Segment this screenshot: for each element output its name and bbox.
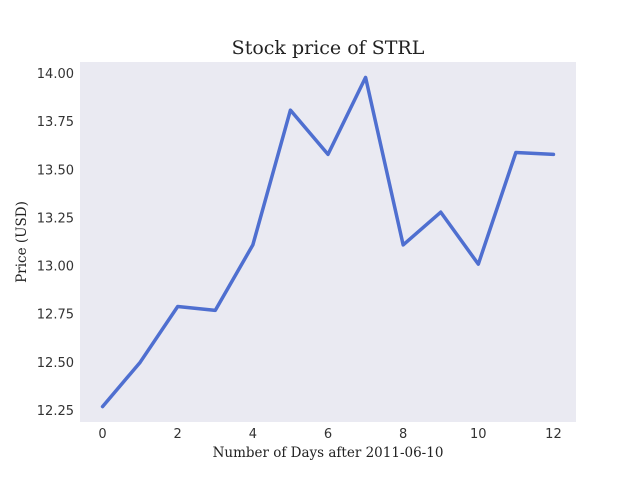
price-line xyxy=(100,75,556,409)
y-tick-label: 12.75 xyxy=(37,308,74,323)
x-tick-label: 2 xyxy=(174,427,182,442)
x-tick-label: 6 xyxy=(324,427,332,442)
x-tick-label: 0 xyxy=(98,427,106,442)
y-axis-label: Price (USD) xyxy=(14,201,30,283)
y-tick-label: 12.50 xyxy=(37,356,74,371)
x-tick-label: 8 xyxy=(399,427,407,442)
x-axis-label: Number of Days after 2011-06-10 xyxy=(213,445,444,461)
y-tick-labels: 12.25 12.50 12.75 13.00 13.25 13.50 13.75 14.00 xyxy=(37,67,74,419)
y-tick-label: 13.75 xyxy=(37,115,74,130)
chart-title: Stock price of STRL xyxy=(232,37,425,59)
x-tick-label: 4 xyxy=(249,427,257,442)
x-tick-label: 12 xyxy=(545,427,562,442)
y-tick-label: 13.00 xyxy=(37,260,74,275)
y-tick-label: 13.25 xyxy=(37,211,74,226)
x-tick-labels: 0 2 4 6 8 10 12 xyxy=(98,427,561,442)
y-tick-label: 14.00 xyxy=(37,67,74,82)
plot-area xyxy=(80,62,576,422)
x-tick-label: 10 xyxy=(470,427,487,442)
y-tick-label: 13.50 xyxy=(37,163,74,178)
y-tick-label: 12.25 xyxy=(37,404,74,419)
